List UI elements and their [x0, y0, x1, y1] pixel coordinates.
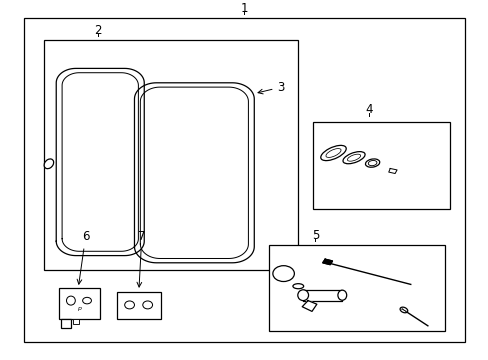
Bar	[59, 288, 100, 319]
Ellipse shape	[297, 290, 308, 301]
Ellipse shape	[320, 145, 346, 161]
Text: 1: 1	[240, 3, 248, 15]
Ellipse shape	[142, 301, 152, 309]
Bar	[117, 292, 161, 319]
Bar	[61, 319, 71, 328]
Text: 7: 7	[137, 230, 145, 287]
Ellipse shape	[66, 296, 75, 305]
Ellipse shape	[342, 152, 365, 164]
Ellipse shape	[347, 154, 360, 161]
Bar	[268, 245, 444, 331]
Circle shape	[272, 266, 294, 282]
Polygon shape	[322, 259, 332, 265]
Text: 3: 3	[258, 81, 285, 94]
Text: 4: 4	[365, 103, 372, 116]
Ellipse shape	[337, 290, 346, 300]
Text: 2: 2	[94, 24, 102, 37]
Ellipse shape	[44, 159, 54, 169]
Polygon shape	[388, 168, 396, 174]
Ellipse shape	[124, 301, 134, 309]
Ellipse shape	[325, 149, 340, 157]
Ellipse shape	[82, 297, 91, 304]
Text: 5: 5	[311, 229, 319, 242]
Text: p: p	[77, 306, 81, 311]
Bar	[73, 319, 79, 324]
Ellipse shape	[399, 307, 407, 313]
Ellipse shape	[365, 159, 379, 167]
Bar	[312, 122, 449, 209]
Bar	[44, 40, 298, 270]
Ellipse shape	[292, 284, 303, 289]
Ellipse shape	[367, 161, 376, 166]
Text: 6: 6	[77, 230, 89, 284]
Polygon shape	[302, 301, 316, 311]
Polygon shape	[303, 290, 342, 301]
